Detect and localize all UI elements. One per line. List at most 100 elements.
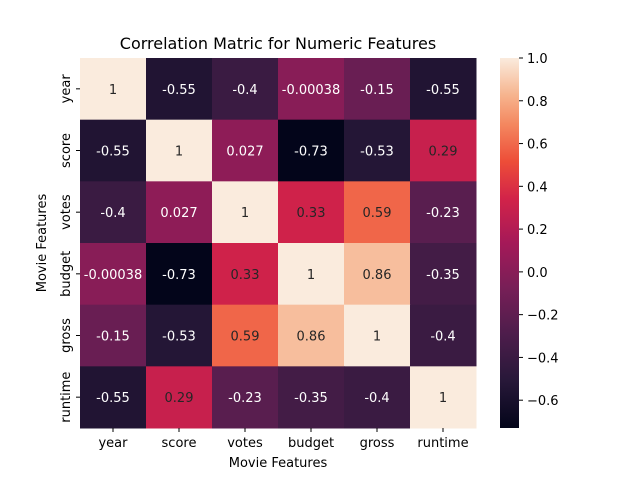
- heatmap-cell-labels: 1 -0.55 -0.4 -0.00038 -0.15 -0.55 -0.55 1 0.027 -…: [84, 83, 460, 406]
- heatmap-cell-year-budget: [278, 58, 345, 121]
- cell-value-label: -0.15: [360, 83, 394, 98]
- cell-value-label: -0.4: [100, 206, 125, 221]
- heatmap-cell-score-runtime: [410, 119, 477, 182]
- heatmap-cell-runtime-runtime: [410, 366, 477, 429]
- heatmap-cell-budget-votes: [212, 243, 279, 306]
- heatmap-cell-runtime-gross: [344, 366, 411, 429]
- heatmap-cell-gross-budget: [278, 304, 345, 367]
- x-tick-label-gross: gross: [360, 436, 395, 451]
- cell-value-label: -0.73: [162, 268, 196, 283]
- heatmap-cell-votes-runtime: [410, 181, 477, 244]
- cell-value-label: 0.86: [297, 330, 326, 345]
- x-axis-label: Movie Features: [229, 456, 328, 471]
- cell-value-label: -0.35: [426, 268, 460, 283]
- heatmap-cell-year-gross: [344, 58, 411, 121]
- heatmap-cell-score-year: [80, 119, 147, 182]
- cell-value-label: 0.33: [231, 268, 260, 283]
- x-tick-label-year: year: [98, 436, 128, 451]
- heatmap-cell-votes-score: [146, 181, 213, 244]
- heatmap-cell-year-votes: [212, 58, 279, 121]
- colorbar: 1.0 0.8 0.6 0.4 0.2 0.0 −0.2 −0.4 −0.6: [500, 52, 559, 428]
- cell-value-label: -0.35: [294, 391, 328, 406]
- heatmap-cell-budget-year: [80, 243, 147, 306]
- cell-value-label: 1: [439, 391, 447, 406]
- cell-value-label: -0.53: [360, 145, 394, 160]
- cell-value-label: -0.23: [426, 206, 460, 221]
- heatmap-cell-gross-gross: [344, 304, 411, 367]
- y-axis-label: Movie Features: [35, 194, 50, 293]
- x-tick-label-runtime: runtime: [417, 436, 468, 451]
- cell-value-label: 0.59: [231, 330, 260, 345]
- heatmap-cell-runtime-year: [80, 366, 147, 429]
- cell-value-label: -0.4: [364, 391, 389, 406]
- heatmap-cell-runtime-score: [146, 366, 213, 429]
- heatmap-cell-votes-year: [80, 181, 147, 244]
- colorbar-tick-label: −0.2: [527, 309, 559, 324]
- heatmap-cell-year-runtime: [410, 58, 477, 121]
- cell-value-label: 0.027: [160, 206, 197, 221]
- cell-value-label: -0.55: [96, 145, 130, 160]
- cell-value-label: 1: [373, 330, 381, 345]
- y-axis: year score votes budget gross runtime: [59, 74, 80, 423]
- heatmap-cell-runtime-budget: [278, 366, 345, 429]
- cell-value-label: 0.29: [165, 391, 194, 406]
- heatmap-cell-budget-score: [146, 243, 213, 306]
- colorbar-tick-label: 0.0: [527, 266, 548, 281]
- y-tick-label-votes: votes: [59, 194, 74, 230]
- heatmap-cell-score-votes: [212, 119, 279, 182]
- cell-value-label: 0.33: [297, 206, 326, 221]
- heatmap-cell-gross-year: [80, 304, 147, 367]
- cell-value-label: 0.59: [363, 206, 392, 221]
- cell-value-label: 0.027: [226, 145, 263, 160]
- cell-value-label: 1: [307, 268, 315, 283]
- colorbar-tick-label: 0.4: [527, 180, 548, 195]
- cell-value-label: 1: [175, 145, 183, 160]
- cell-value-label: -0.55: [162, 83, 196, 98]
- x-axis: year score votes budget gross runtime: [98, 428, 469, 451]
- heatmap-cell-score-gross: [344, 119, 411, 182]
- heatmap-cell-year-score: [146, 58, 213, 121]
- heatmap-cell-score-score: [146, 119, 213, 182]
- x-tick-label-score: score: [162, 436, 197, 451]
- heatmap-cell-year-year: [80, 58, 147, 121]
- cell-value-label: -0.4: [430, 330, 455, 345]
- x-tick-label-budget: budget: [288, 436, 334, 451]
- heatmap-cell-votes-gross: [344, 181, 411, 244]
- cell-value-label: -0.00038: [84, 268, 142, 283]
- y-tick-label-year: year: [59, 74, 74, 104]
- cell-value-label: -0.55: [96, 391, 130, 406]
- cell-value-label: -0.55: [426, 83, 460, 98]
- heatmap-cell-votes-budget: [278, 181, 345, 244]
- heatmap-cell-gross-runtime: [410, 304, 477, 367]
- x-tick-label-votes: votes: [227, 436, 263, 451]
- colorbar-tick-label: 0.8: [527, 95, 548, 110]
- colorbar-gradient: [500, 58, 519, 428]
- y-tick-label-gross: gross: [59, 318, 74, 353]
- cell-value-label: 0.29: [429, 145, 458, 160]
- chart-title: Correlation Matric for Numeric Features: [120, 34, 436, 53]
- cell-value-label: 1: [241, 206, 249, 221]
- y-tick-label-runtime: runtime: [59, 372, 74, 423]
- y-tick-label-score: score: [59, 133, 74, 168]
- y-tick-label-budget: budget: [59, 251, 74, 297]
- cell-value-label: 1: [109, 83, 117, 98]
- cell-value-label: -0.23: [228, 391, 262, 406]
- heatmap-cell-gross-votes: [212, 304, 279, 367]
- cell-value-label: -0.15: [96, 330, 130, 345]
- colorbar-tick-label: −0.6: [527, 394, 559, 409]
- heatmap-cell-votes-votes: [212, 181, 279, 244]
- heatmap-cell-gross-score: [146, 304, 213, 367]
- heatmap-cell-budget-budget: [278, 243, 345, 306]
- colorbar-tick-label: −0.4: [527, 351, 559, 366]
- heatmap-cell-runtime-votes: [212, 366, 279, 429]
- colorbar-tick-label: 1.0: [527, 52, 548, 67]
- cell-value-label: -0.73: [294, 145, 328, 160]
- cell-value-label: -0.4: [232, 83, 257, 98]
- heatmap-cell-budget-runtime: [410, 243, 477, 306]
- heatmap-cells: [80, 58, 477, 429]
- colorbar-tick-label: 0.2: [527, 223, 548, 238]
- cell-value-label: -0.53: [162, 330, 196, 345]
- cell-value-label: -0.00038: [282, 83, 340, 98]
- colorbar-tick-label: 0.6: [527, 138, 548, 153]
